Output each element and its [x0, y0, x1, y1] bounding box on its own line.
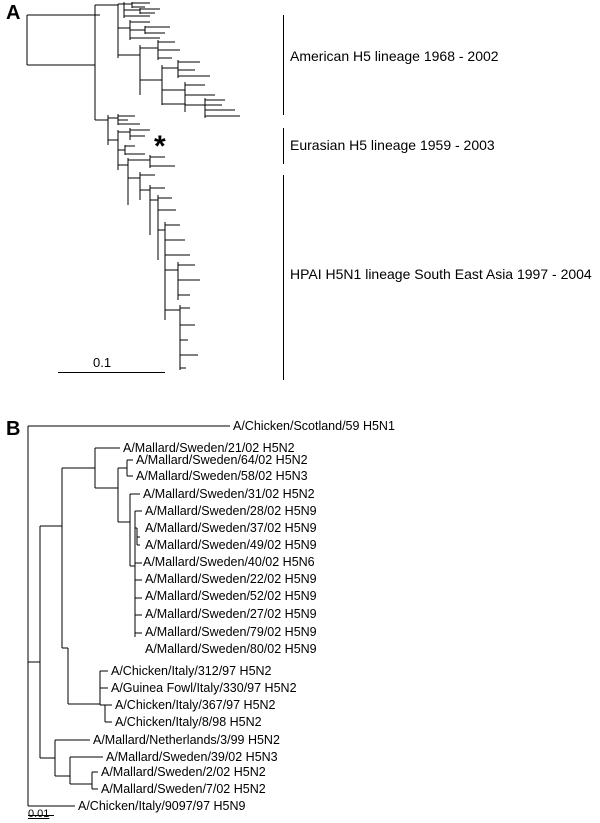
taxon-label: A/Chicken/Italy/312/97 H5N2 — [111, 664, 272, 678]
taxon-label: A/Mallard/Sweden/58/02 H5N3 — [136, 469, 308, 483]
panel-a-tree — [26, 2, 240, 370]
taxon-label: A/Mallard/Sweden/39/02 H5N3 — [106, 750, 278, 764]
panel-b-scale-bar — [28, 815, 54, 816]
taxon-label: A/Mallard/Sweden/2/02 H5N2 — [101, 765, 266, 779]
taxon-label: A/Chicken/Italy/8/98 H5N2 — [115, 715, 262, 729]
taxon-label: A/Mallard/Sweden/21/02 H5N2 — [123, 441, 295, 455]
panel-a-letter: A — [6, 2, 21, 24]
taxon-label: A/Chicken/Scotland/59 H5N1 — [233, 419, 395, 433]
eurasian-lineage-label: Eurasian H5 lineage 1959 - 2003 — [290, 137, 495, 153]
taxon-label: A/Mallard/Sweden/22/02 H5N9 — [145, 572, 317, 586]
taxon-label: A/Mallard/Netherlands/3/99 H5N2 — [93, 733, 280, 747]
taxon-label: A/Mallard/Sweden/27/02 H5N9 — [145, 607, 317, 621]
american-lineage-label: American H5 lineage 1968 - 2002 — [290, 48, 499, 64]
taxon-label: A/Mallard/Sweden/64/02 H5N2 — [136, 453, 308, 467]
taxon-label: A/Chicken/Italy/367/97 H5N2 — [115, 698, 276, 712]
taxon-label: A/Mallard/Sweden/79/02 H5N9 — [145, 625, 317, 639]
taxon-label: A/Mallard/Sweden/7/02 H5N2 — [101, 782, 266, 796]
american-lineage-bracket — [283, 15, 284, 115]
taxon-label: A/Chicken/Italy/9097/97 H5N9 — [78, 799, 246, 813]
eurasian-lineage-bracket — [283, 128, 284, 164]
hpai-lineage-bracket — [283, 175, 284, 380]
taxon-label: A/Mallard/Sweden/80/02 H5N9 — [145, 642, 317, 656]
taxon-label: A/Mallard/Sweden/49/02 H5N9 — [145, 538, 317, 552]
asterisk-marker: * — [154, 130, 166, 163]
taxon-label: A/Mallard/Sweden/40/02 H5N6 — [143, 555, 315, 569]
taxon-label: A/Mallard/Sweden/31/02 H5N2 — [143, 487, 315, 501]
taxon-label: A/Guinea Fowl/Italy/330/97 H5N2 — [111, 681, 297, 695]
panel-a-scale-bar — [58, 372, 165, 373]
taxon-label: A/Mallard/Sweden/52/02 H5N9 — [145, 589, 317, 603]
hpai-lineage-label: HPAI H5N1 lineage South East Asia 1997 -… — [290, 266, 592, 282]
panel-b-scale-label: 0.01 — [28, 808, 50, 820]
panel-a-scale-label: 0.1 — [93, 355, 112, 370]
taxon-label: A/Mallard/Sweden/37/02 H5N9 — [145, 521, 317, 535]
taxon-label: A/Mallard/Sweden/28/02 H5N9 — [145, 504, 317, 518]
panel-b-letter: B — [6, 418, 21, 440]
panel-b-taxon-labels: A/Chicken/Scotland/59 H5N1 A/Mallard/Swe… — [78, 419, 395, 813]
